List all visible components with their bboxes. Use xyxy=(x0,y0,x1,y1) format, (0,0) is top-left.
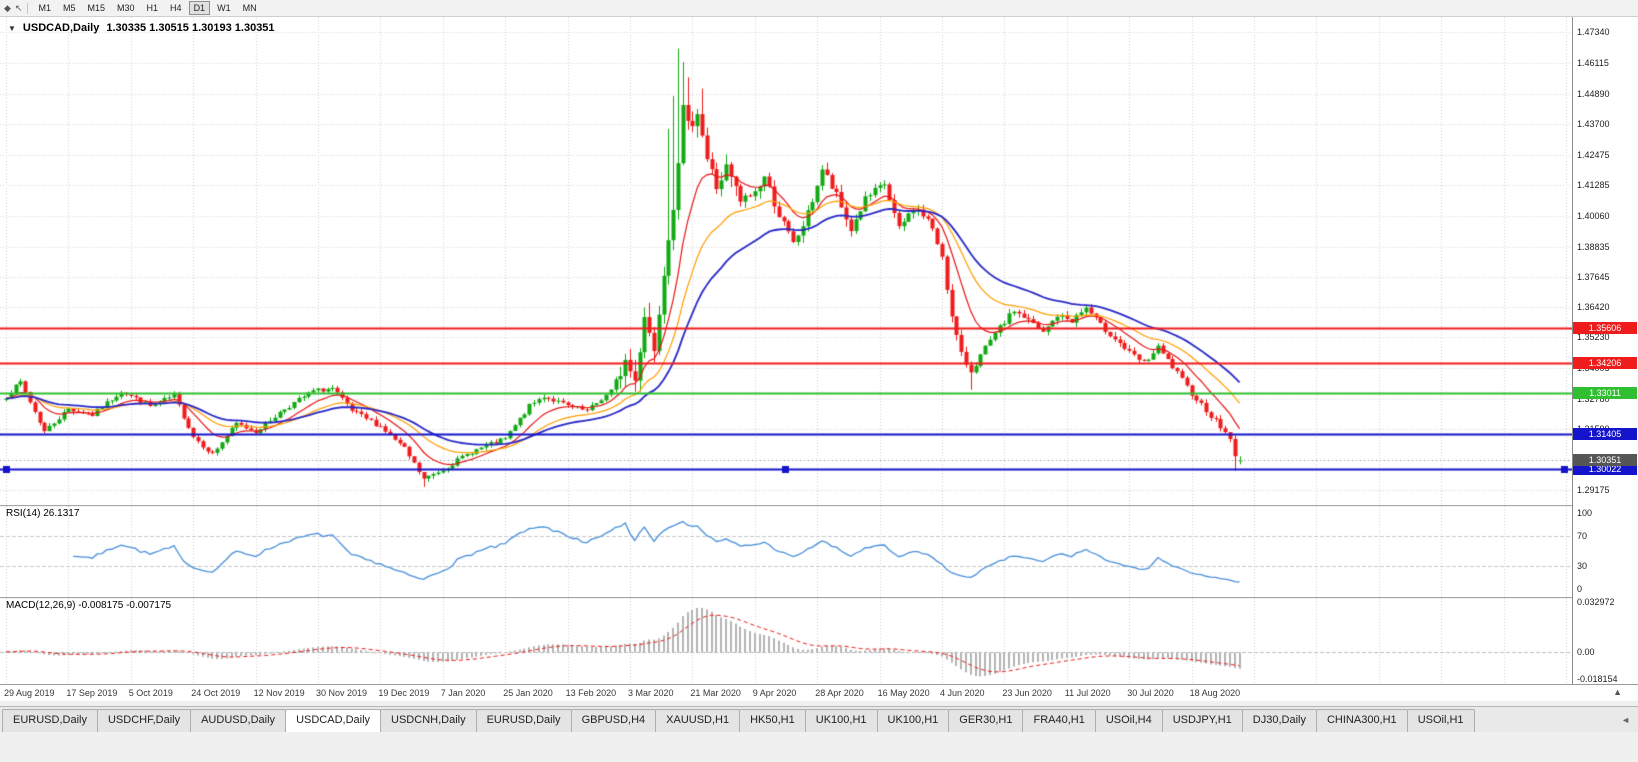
date-label: 18 Aug 2020 xyxy=(1189,688,1241,698)
rsi-axis[interactable] xyxy=(1572,505,1638,597)
macd-panel: MACD(12,26,9) -0.008175 -0.007175 0.0329… xyxy=(0,597,1638,684)
cursor-icon[interactable]: ↖ xyxy=(14,2,23,13)
timeframe-mn[interactable]: MN xyxy=(242,3,257,13)
tab-xauusd-h1[interactable]: XAUUSD,H1 xyxy=(655,709,741,732)
rsi-panel: RSI(14) 26.1317 100 70 30 0 xyxy=(0,505,1638,597)
macd-label: MACD(12,26,9) -0.008175 -0.007175 xyxy=(6,600,172,611)
timeframe-m5[interactable]: M5 xyxy=(62,3,76,13)
timeframe-h1[interactable]: H1 xyxy=(146,3,159,13)
tab-uk100-h1[interactable]: UK100,H1 xyxy=(876,709,950,732)
tab-usdjpy-h1[interactable]: USDJPY,H1 xyxy=(1161,709,1243,732)
timeframe-m15[interactable]: M15 xyxy=(87,3,106,13)
tab-eurusd-daily[interactable]: EURUSD,Daily xyxy=(475,709,572,732)
current-price-badge: 1.30351 xyxy=(1573,454,1637,467)
price-tick-label: 1.47340 xyxy=(1577,27,1610,38)
rsi-tick-label: 30 xyxy=(1577,561,1588,572)
tab-hk50-h1[interactable]: HK50,H1 xyxy=(739,709,806,732)
price-tick-label: 1.40060 xyxy=(1577,210,1610,221)
macd-tick-label: -0.018154 xyxy=(1577,673,1618,684)
oneclick-trading-arrow[interactable]: ▼ xyxy=(8,23,16,33)
tab-usdchf-daily[interactable]: USDCHF,Daily xyxy=(96,709,192,732)
price-tick-label: 1.43700 xyxy=(1577,118,1610,129)
chart-tab-bar: EURUSD,Daily USDCHF,Daily AUDUSD,Daily USDC… xyxy=(0,706,1638,732)
timeframe-m30[interactable]: M30 xyxy=(117,3,135,13)
tab-china300-h1[interactable]: CHINA300,H1 xyxy=(1315,709,1408,732)
price-line-badge: 1.33011 xyxy=(1573,387,1637,400)
bottom-filler xyxy=(0,732,1638,762)
date-label: 4 Jun 2020 xyxy=(940,688,985,698)
tab-audusd-daily[interactable]: AUDUSD,Daily xyxy=(190,709,287,732)
toolbar-separator xyxy=(27,2,29,14)
date-label: 16 May 2020 xyxy=(877,688,930,698)
date-label: 30 Nov 2019 xyxy=(316,688,368,698)
tab-uk100-h1[interactable]: UK100,H1 xyxy=(804,709,878,732)
timeframe-m1[interactable]: M1 xyxy=(38,3,51,13)
tab-usoil-h4[interactable]: USOil,H4 xyxy=(1094,709,1163,732)
rsi-tick-label: 70 xyxy=(1577,530,1588,541)
price-tick-label: 1.41285 xyxy=(1577,179,1610,190)
date-label: 29 Aug 2019 xyxy=(4,688,55,698)
price-tick-label: 1.36420 xyxy=(1577,302,1610,313)
ohlc-values: 1.30335 1.30515 1.30193 1.30351 xyxy=(106,22,275,34)
price-tick-label: 1.46115 xyxy=(1577,58,1609,68)
rsi-tick-label: 100 xyxy=(1577,508,1593,518)
date-label: 19 Dec 2019 xyxy=(378,688,430,698)
tab-usdcad-daily[interactable]: USDCAD,Daily xyxy=(285,709,382,732)
date-label: 23 Jun 2020 xyxy=(1002,688,1052,698)
timeframe-d1[interactable]: D1 xyxy=(188,1,211,15)
chart-shift-button[interactable]: ▲ xyxy=(1613,687,1622,697)
tab-eurusd-daily[interactable]: EURUSD,Daily xyxy=(2,709,98,732)
tab-gbpusd-h4[interactable]: GBPUSD,H4 xyxy=(570,709,657,732)
price-tick-label: 1.37645 xyxy=(1577,271,1610,282)
macd-tick-label: 0.032972 xyxy=(1577,597,1615,608)
timeframe-w1[interactable]: W1 xyxy=(217,3,231,13)
date-label: 3 Mar 2020 xyxy=(628,688,674,698)
top-toolbar: ◆ ↖ M1 M5 M15 M30 H1 H4 D1 W1 MN xyxy=(0,0,1638,17)
timeframe-buttons: M1 M5 M15 M30 H1 H4 D1 W1 MN xyxy=(33,1,261,15)
tab-fra40-h1[interactable]: FRA40,H1 xyxy=(1022,709,1096,732)
price-tick-label: 1.38835 xyxy=(1577,241,1610,252)
date-label: 30 Jul 2020 xyxy=(1127,688,1174,698)
date-label: 17 Sep 2019 xyxy=(66,688,118,698)
date-label: 28 Apr 2020 xyxy=(815,688,864,698)
timeframe-h4[interactable]: H4 xyxy=(170,3,182,13)
tab-dj30-daily[interactable]: DJ30,Daily xyxy=(1241,709,1317,732)
rsi-canvas[interactable] xyxy=(0,505,1572,597)
date-label: 9 Apr 2020 xyxy=(752,688,797,698)
date-label: 11 Jul 2020 xyxy=(1064,688,1111,698)
date-label: 21 Mar 2020 xyxy=(690,688,741,698)
price-axis[interactable] xyxy=(1572,17,1638,505)
charts-menu-icon[interactable]: ◆ xyxy=(4,2,11,13)
price-chart-canvas[interactable] xyxy=(0,17,1572,505)
time-axis[interactable]: ▲ 29 Aug 2019 17 Sep 2019 5 Oct 2019 24 Oct… xyxy=(0,684,1638,701)
chart-title: ▼ USDCAD,Daily 1.30335 1.30515 1.30193 1… xyxy=(8,22,275,34)
rsi-tick-label: 0 xyxy=(1577,584,1583,594)
price-line-badge: 1.35606 xyxy=(1573,321,1637,334)
price-line-badge: 1.31405 xyxy=(1573,427,1637,440)
tab-scroll-left-icon[interactable]: ◄ xyxy=(1621,715,1630,725)
date-label: 7 Jan 2020 xyxy=(440,688,486,698)
macd-tick-label: 0.00 xyxy=(1577,646,1595,657)
rsi-label: RSI(14) 26.1317 xyxy=(6,508,80,519)
date-label: 12 Nov 2019 xyxy=(253,688,305,698)
symbol-period-label: USDCAD,Daily xyxy=(22,22,100,34)
panel-splitter[interactable] xyxy=(0,701,1638,706)
macd-canvas[interactable] xyxy=(0,597,1572,684)
main-chart-panel: ▼ USDCAD,Daily 1.30335 1.30515 1.30193 1… xyxy=(0,17,1638,505)
chart-tabs: EURUSD,Daily USDCHF,Daily AUDUSD,Daily USDC… xyxy=(2,709,1475,732)
tab-usoil-h1[interactable]: USOil,H1 xyxy=(1406,709,1475,732)
date-label: 25 Jan 2020 xyxy=(503,688,553,698)
price-tick-label: 1.35230 xyxy=(1577,332,1610,343)
date-label: 5 Oct 2019 xyxy=(128,688,173,698)
date-label: 13 Feb 2020 xyxy=(565,688,617,698)
price-tick-label: 1.42475 xyxy=(1577,149,1610,160)
macd-axis[interactable] xyxy=(1572,597,1638,684)
tab-ger30-h1[interactable]: GER30,H1 xyxy=(948,709,1024,732)
toolbar-icons: ◆ ↖ xyxy=(4,3,22,14)
price-tick-label: 1.44890 xyxy=(1577,88,1610,99)
price-tick-label: 1.29175 xyxy=(1577,485,1610,495)
price-line-badge: 1.34206 xyxy=(1573,357,1637,370)
date-label: 24 Oct 2019 xyxy=(191,688,241,698)
tab-usdcnh-daily[interactable]: USDCNH,Daily xyxy=(380,709,477,732)
